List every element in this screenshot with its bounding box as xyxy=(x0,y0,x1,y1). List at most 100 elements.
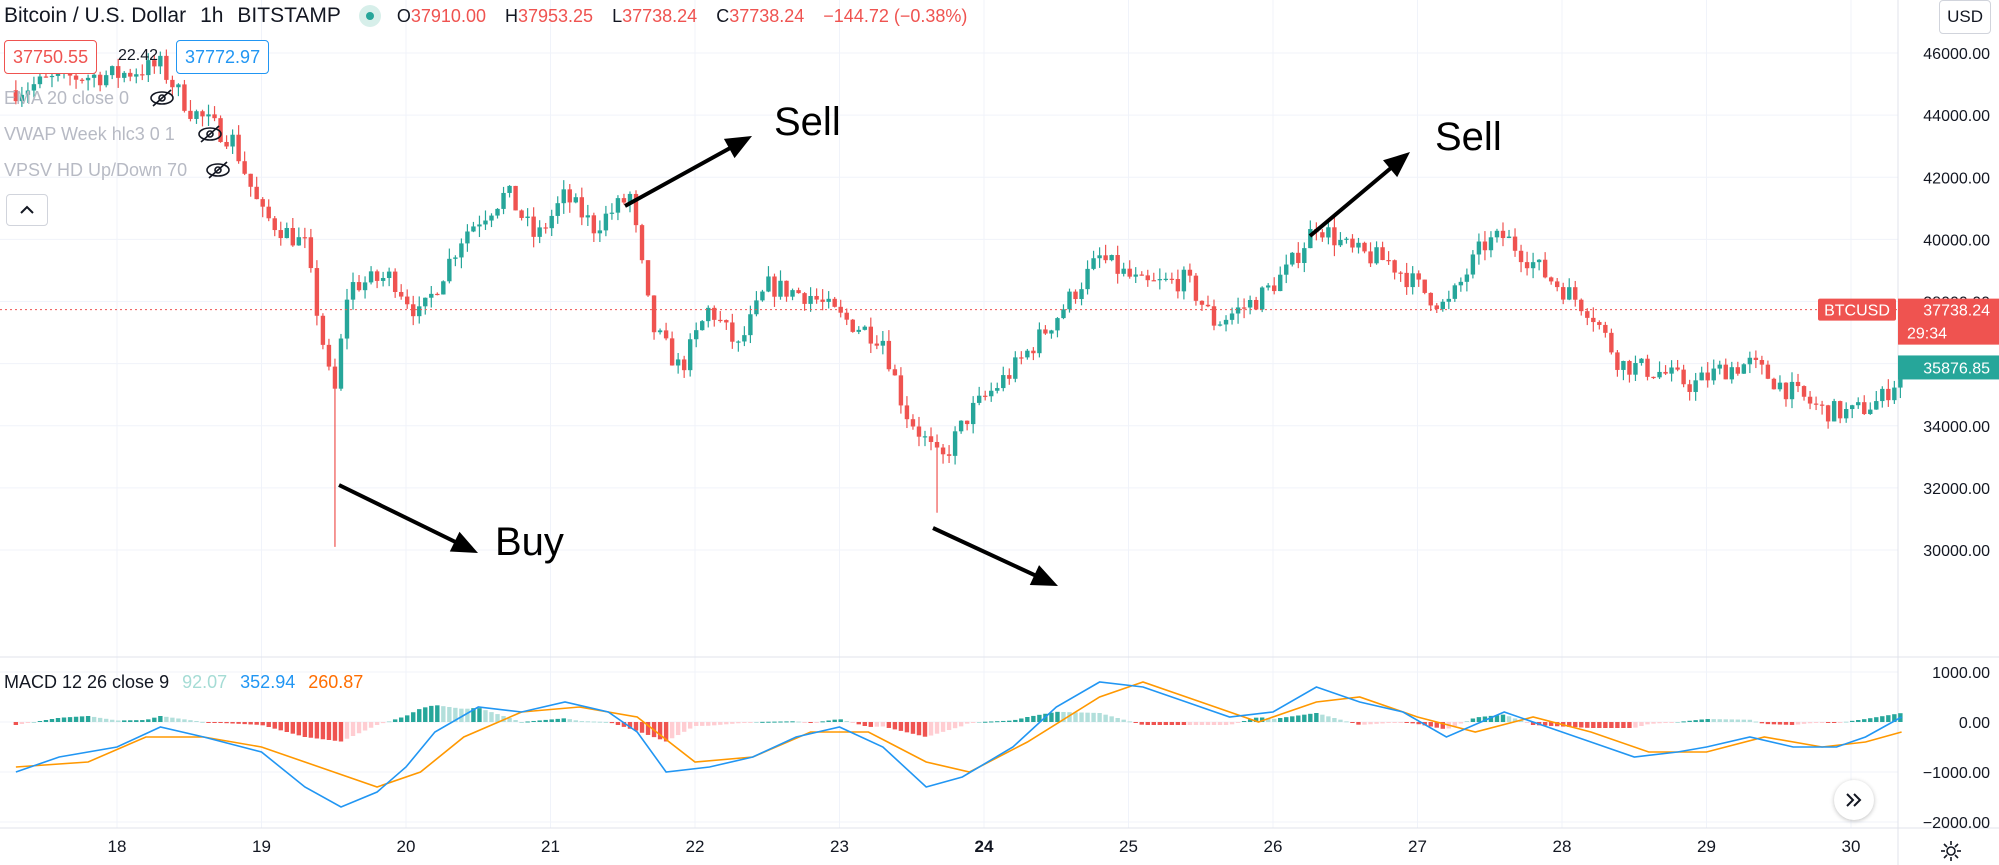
candle-body xyxy=(1717,364,1722,369)
macd-hist-bar xyxy=(573,720,578,722)
candle-body xyxy=(844,312,849,320)
countdown-text: 29:34 xyxy=(1907,326,1947,343)
macd-hist-bar xyxy=(995,721,1000,723)
macd-legend[interactable]: MACD 12 26 close 9 92.07 352.94 260.87 xyxy=(4,672,363,693)
macd-hist-bar xyxy=(603,721,609,723)
indicator-vpsv-label[interactable]: VPSV HD Up/Down 70 xyxy=(4,160,188,180)
indicator-ema-label[interactable]: EMA 20 close 0 xyxy=(4,88,130,108)
candle-body xyxy=(103,75,109,86)
macd-hist-bar xyxy=(549,719,554,722)
interval-label[interactable]: 1h xyxy=(200,4,224,27)
macd-hist-bar xyxy=(230,722,235,724)
candle-body xyxy=(164,55,169,80)
candle-body xyxy=(1253,299,1259,310)
collapse-indicators-button[interactable] xyxy=(6,194,48,226)
macd-hist-bar xyxy=(718,722,723,725)
symbol-title[interactable]: Bitcoin / U.S. Dollar xyxy=(4,4,187,27)
macd-hist-bar xyxy=(1235,722,1241,723)
candle-body xyxy=(1247,299,1253,308)
candle-body xyxy=(380,277,386,281)
macd-hist-bar xyxy=(1669,722,1674,723)
gear-icon[interactable] xyxy=(1940,840,1962,862)
macd-hist-bar xyxy=(657,722,663,740)
macd-hist-bar xyxy=(1037,714,1042,722)
buy-price-button[interactable]: 37772.97 xyxy=(176,40,270,74)
time-tick-label: 28 xyxy=(1553,837,1572,856)
candle-body xyxy=(1621,361,1626,370)
macd-hist-bar xyxy=(1229,722,1235,725)
candle-body xyxy=(453,257,458,259)
candle-body xyxy=(1856,402,1861,406)
candle-body xyxy=(687,339,693,371)
candle-body xyxy=(657,330,663,333)
macd-hist-bar xyxy=(1717,719,1722,722)
macd-hist-bar xyxy=(687,722,693,729)
candle-body xyxy=(1151,280,1156,282)
currency-button[interactable]: USD xyxy=(1939,0,1991,34)
candle-body xyxy=(1229,313,1235,320)
candle-body xyxy=(922,436,928,438)
time-tick-label: 18 xyxy=(108,837,127,856)
candle-body xyxy=(1747,357,1753,365)
time-axis[interactable]: 18 19 20 21 22 23 24 25 26 27 28 29 30 xyxy=(108,837,1861,856)
candle-body xyxy=(91,74,97,78)
time-tick-label: 27 xyxy=(1408,837,1427,856)
candle-body xyxy=(1585,311,1590,318)
last-price-tag xyxy=(1898,298,1999,345)
double-chevron-right-icon xyxy=(1846,793,1862,807)
macd-hist-bar xyxy=(1085,712,1090,722)
candle-body xyxy=(1181,269,1187,292)
macd-hist-bar xyxy=(423,707,428,722)
candle-body xyxy=(1789,381,1795,400)
candle-body xyxy=(712,307,717,320)
macd-hist-bar xyxy=(730,722,735,724)
candle-body xyxy=(1530,262,1536,269)
candle-body xyxy=(1368,251,1373,264)
macd-hist-bar xyxy=(1007,720,1012,722)
macd-hist-bar xyxy=(639,722,645,733)
macd-hist-bar xyxy=(1862,719,1867,722)
eye-off-icon[interactable] xyxy=(148,88,176,108)
macd-hist-bar xyxy=(772,721,777,723)
candle-body xyxy=(344,299,350,339)
macd-hist-bar xyxy=(302,722,308,737)
macd-hist-bar xyxy=(621,722,627,727)
macd-hist-bar xyxy=(73,716,79,722)
candle-body xyxy=(1079,289,1084,300)
macd-hist-bar xyxy=(1067,712,1072,722)
candle-body xyxy=(573,197,578,203)
macd-hist-bar xyxy=(13,722,19,725)
price-axis[interactable]: 46000.0044000.0042000.0040000.0038000.00… xyxy=(1923,46,1990,832)
macd-hist-bar xyxy=(1699,719,1704,722)
macd-hist-bar xyxy=(1488,715,1494,722)
macd-hist-bar xyxy=(1157,722,1163,725)
candle-body xyxy=(603,213,609,231)
macd-hist-bar xyxy=(820,721,825,723)
candle-body xyxy=(519,210,524,218)
candle-body xyxy=(1404,272,1409,288)
eye-off-icon[interactable] xyxy=(204,160,232,180)
macd-hist-bar xyxy=(1031,715,1036,722)
candle-body xyxy=(1633,363,1638,375)
candle-body xyxy=(1085,268,1090,290)
candle-body xyxy=(1561,287,1566,300)
indicator-vwap-label[interactable]: VWAP Week hlc3 0 1 xyxy=(4,124,175,144)
macd-hist-value: 92.07 xyxy=(182,672,228,692)
candle-body xyxy=(1265,285,1271,288)
macd-hist-bar xyxy=(1338,719,1343,722)
eye-off-icon[interactable] xyxy=(196,124,224,144)
candle-body xyxy=(555,203,560,216)
macd-hist-bar xyxy=(326,722,332,740)
candle-body xyxy=(1259,287,1265,310)
candle-body xyxy=(645,260,651,296)
candle-body xyxy=(158,55,163,67)
ohlc-values: O37910.00 H37953.25 L37738.24 C37738.24 … xyxy=(396,5,968,26)
candle-body xyxy=(489,215,494,221)
sell-price-button[interactable]: 37750.55 xyxy=(4,40,98,74)
candle-body xyxy=(1536,259,1542,263)
price-tick-label: 42000.00 xyxy=(1923,170,1990,187)
scroll-to-realtime-button[interactable] xyxy=(1834,780,1874,820)
macd-hist-bar xyxy=(1452,722,1458,726)
candle-body xyxy=(1819,404,1825,406)
